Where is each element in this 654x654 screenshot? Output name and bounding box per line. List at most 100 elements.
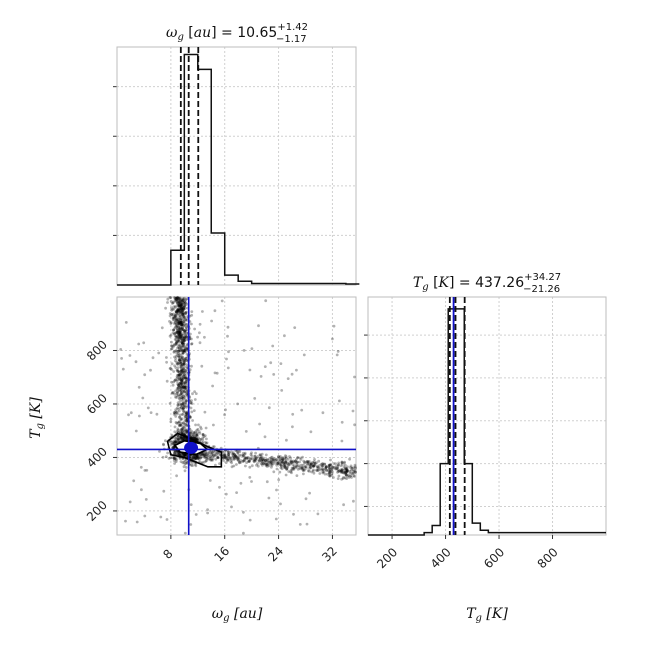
scatter-point <box>320 467 324 471</box>
scatter-point <box>238 461 241 465</box>
scatter-point <box>184 297 188 301</box>
scatter-point <box>176 320 180 324</box>
scatter-point <box>149 368 152 372</box>
scatter-point <box>178 423 182 427</box>
scatter-point <box>278 456 281 459</box>
scatter-point <box>271 457 275 461</box>
scatter-point <box>198 341 202 345</box>
scatter-point <box>184 438 188 441</box>
scatter-point <box>277 455 280 458</box>
scatter-point <box>352 499 355 503</box>
scatter-point <box>181 309 185 312</box>
scatter-point <box>178 331 182 334</box>
scatter-point <box>203 434 207 437</box>
scatter-point <box>182 349 186 353</box>
scatter-point <box>178 420 181 424</box>
scatter-point <box>173 436 177 440</box>
scatter-point <box>177 370 181 374</box>
scatter-point <box>225 357 228 361</box>
scatter-point <box>277 455 280 459</box>
scatter-point <box>183 331 187 334</box>
scatter-point <box>189 431 193 434</box>
scatter-point <box>172 305 176 309</box>
scatter-point <box>285 467 289 470</box>
scatter-point <box>286 465 290 469</box>
scatter-point <box>191 454 195 457</box>
scatter-point <box>175 368 179 372</box>
scatter-point <box>246 457 250 460</box>
scatter-point <box>179 354 183 357</box>
scatter-point <box>183 419 187 423</box>
scatter-point <box>189 456 193 460</box>
scatter-point <box>172 445 176 449</box>
scatter-point <box>183 302 187 305</box>
scatter-point <box>235 491 239 494</box>
scatter-point <box>174 341 178 344</box>
scatter-point <box>174 306 177 309</box>
scatter-point <box>270 460 274 464</box>
scatter-point <box>290 471 293 475</box>
scatter-point <box>179 391 183 395</box>
scatter-point <box>203 453 206 457</box>
scatter-point <box>274 458 278 462</box>
scatter-point <box>312 460 316 464</box>
scatter-point <box>296 456 299 460</box>
scatter-point <box>280 465 283 468</box>
scatter-point <box>183 386 187 389</box>
scatter-point <box>184 413 188 416</box>
scatter-point <box>283 466 287 470</box>
scatter-point <box>196 437 200 441</box>
scatter-point <box>264 462 268 466</box>
scatter-point <box>185 368 189 372</box>
scatter-point <box>190 313 194 317</box>
scatter-point <box>239 459 243 462</box>
scatter-point <box>345 470 349 474</box>
scatter-point <box>283 464 286 468</box>
scatter-point <box>183 453 187 457</box>
scatter-point <box>292 512 295 516</box>
scatter-point <box>354 470 357 474</box>
scatter-point <box>180 307 184 311</box>
scatter-point <box>201 310 204 313</box>
scatter-point <box>344 467 348 470</box>
scatter-point <box>271 459 275 462</box>
scatter-point <box>171 331 175 335</box>
scatter-point <box>185 392 189 396</box>
scatter-point <box>179 417 183 421</box>
scatter-point <box>312 464 316 468</box>
scatter-point <box>273 457 277 461</box>
scatter-point <box>168 320 171 323</box>
scatter-point <box>183 331 187 335</box>
scatter-point <box>344 472 348 476</box>
scatter-point <box>330 467 334 471</box>
scatter-point <box>180 308 184 311</box>
temperature-xtick-label-2: 600 <box>481 545 507 571</box>
scatter-point <box>183 394 187 398</box>
scatter-point <box>183 347 187 351</box>
scatter-point <box>243 457 247 461</box>
scatter-point <box>206 457 210 461</box>
scatter-point <box>235 455 239 458</box>
scatter-point <box>178 359 181 362</box>
scatter-point <box>182 321 186 324</box>
scatter-point <box>344 470 348 474</box>
scatter-point <box>134 429 138 433</box>
scatter-point <box>174 389 178 393</box>
scatter-point <box>328 474 331 477</box>
scatter-point <box>171 442 175 446</box>
scatter-point <box>348 474 352 478</box>
scatter-point <box>190 399 193 402</box>
scatter-point <box>176 349 180 353</box>
scatter-point <box>311 460 315 464</box>
scatter-point <box>191 454 195 457</box>
scatter-point <box>165 518 169 521</box>
scatter-point <box>258 459 261 463</box>
scatter-point <box>171 456 175 459</box>
scatter-point <box>179 303 183 307</box>
scatter-point <box>162 442 165 446</box>
scatter-point <box>202 452 206 456</box>
scatter-point <box>178 303 181 307</box>
scatter-point <box>179 356 183 360</box>
scatter-point <box>174 366 178 369</box>
scatter-point <box>200 453 204 457</box>
